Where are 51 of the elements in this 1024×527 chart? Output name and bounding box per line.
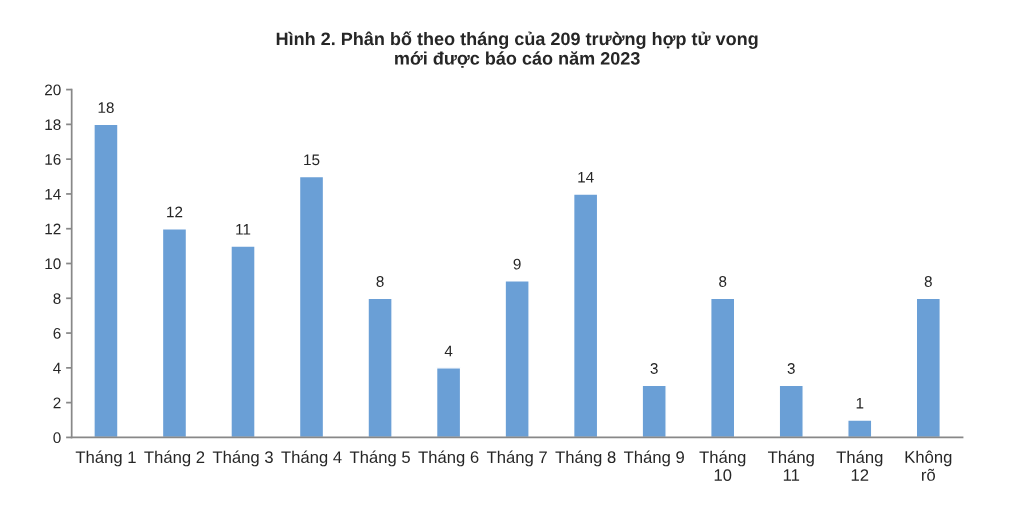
bar [915,297,941,438]
bar [504,280,530,438]
bar [367,297,393,438]
data-label: 9 [513,258,521,270]
data-label: 1 [856,398,864,409]
chart-title: Hình 2. Phân bố theo tháng của 209 trường hợp tử vong mới được báo cáo năm 2023 [276,31,758,68]
x-tick-label: Tháng 12 [836,450,883,481]
x-tick-label: Tháng 10 [699,450,746,481]
data-label: 12 [167,206,183,218]
y-tick-label: 0 [53,432,61,444]
x-tick-label: Tháng 3 [212,450,273,467]
bar [298,175,325,438]
y-tick-label: 2 [53,397,61,409]
y-tick-label: 10 [45,258,61,270]
y-tick-label: 8 [53,293,61,304]
y-tick-label: 20 [45,84,61,96]
x-tick-label: Tháng 2 [144,450,205,467]
data-label: 3 [787,363,795,374]
bar [847,419,873,438]
data-label: 8 [924,276,932,287]
data-label: 15 [304,154,320,166]
data-label: 8 [376,276,384,287]
y-tick-label: 18 [45,119,61,131]
bar [641,384,667,438]
bar [161,228,188,438]
x-tick-label: Tháng 4 [281,450,342,467]
x-tick-label: Tháng 5 [349,450,410,467]
y-tick-label: 12 [45,223,61,235]
bar [778,384,804,438]
bar [710,297,736,438]
x-tick-label: Tháng 1 [75,450,136,467]
y-tick-label: 4 [53,362,61,374]
data-label: 14 [578,171,594,183]
data-label: 4 [444,345,453,357]
y-tick-label: 14 [45,188,61,200]
data-label: 18 [98,102,114,114]
bar [230,245,256,438]
data-label: 11 [236,224,251,235]
x-tick-label: Tháng 6 [418,450,479,467]
bar [435,367,462,438]
x-tick-label: Tháng 9 [623,450,684,467]
bar [572,193,599,438]
x-tick-label: Tháng 11 [767,450,814,481]
x-tick-label: Tháng 7 [486,450,547,467]
y-tick-label: 6 [53,327,61,339]
data-label: 3 [650,363,658,374]
x-tick-label: Tháng 8 [555,450,616,467]
bar [93,123,119,438]
data-label: 8 [719,276,727,287]
y-tick-label: 16 [45,154,61,165]
x-tick-label: Không rõ [905,450,952,481]
